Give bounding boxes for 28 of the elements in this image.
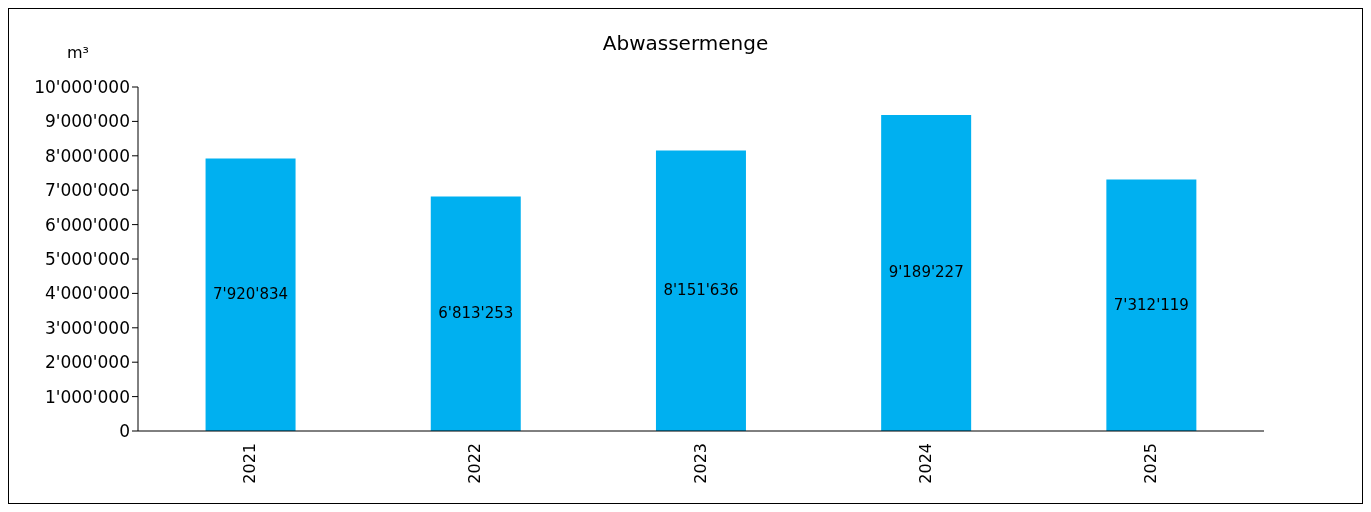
- data-label: 6'813'253: [438, 304, 514, 323]
- y-tick-label: 8'000'000: [44, 145, 130, 166]
- data-label: 8'151'636: [663, 281, 739, 300]
- bar: [1106, 179, 1197, 431]
- bar: [430, 196, 521, 431]
- y-tick-label: 10'000'000: [34, 77, 130, 98]
- x-tick-label: 2024: [915, 443, 935, 484]
- y-tick-label: 6'000'000: [44, 214, 130, 235]
- y-tick-label: 5'000'000: [44, 249, 130, 270]
- y-tick-label: 0: [119, 421, 130, 442]
- x-tick-label: 2023: [690, 443, 710, 484]
- chart-title: Abwassermenge: [602, 31, 769, 55]
- x-tick-label: 2025: [1140, 443, 1160, 484]
- x-tick-label: 2022: [465, 443, 485, 484]
- data-label: 9'189'227: [888, 263, 964, 282]
- data-label: 7'920'834: [213, 285, 289, 304]
- y-tick-label: 3'000'000: [44, 317, 130, 338]
- y-tick-label: 9'000'000: [44, 111, 130, 132]
- y-tick-label: 1'000'000: [44, 386, 130, 407]
- y-tick-label: 2'000'000: [44, 352, 130, 373]
- y-tick-label: 4'000'000: [44, 283, 130, 304]
- y-tick-label: 7'000'000: [44, 180, 130, 201]
- bar: [205, 158, 296, 431]
- y-axis-title: m³: [67, 43, 89, 62]
- x-tick-label: 2021: [240, 443, 260, 484]
- data-label: 7'312'119: [1113, 295, 1189, 314]
- bar: [655, 150, 746, 431]
- bar: [881, 114, 972, 431]
